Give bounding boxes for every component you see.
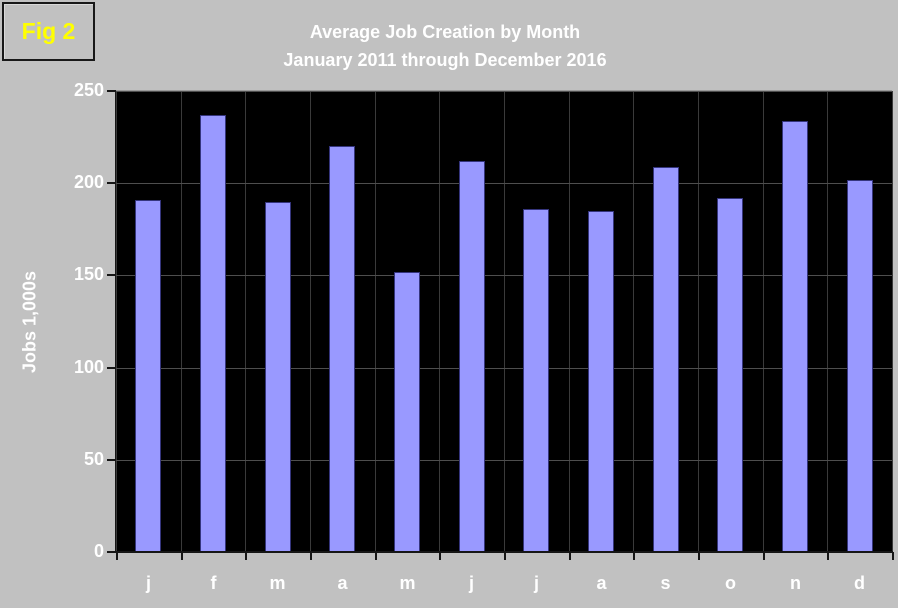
- vertical-gridline: [439, 91, 440, 552]
- y-tick-label: 250: [73, 80, 104, 100]
- x-tick-mark: [245, 552, 247, 560]
- fig-label: Fig 2: [21, 18, 76, 44]
- bar-n-11: [782, 121, 808, 552]
- y-axis-line: [115, 90, 116, 552]
- x-tick-mark: [892, 552, 894, 560]
- horizontal-gridline: [116, 91, 892, 92]
- y-tick-mark: [107, 182, 115, 184]
- vertical-gridline: [827, 91, 828, 552]
- x-tick-mark: [633, 552, 635, 560]
- vertical-gridline: [181, 91, 182, 552]
- x-tick-mark: [375, 552, 377, 560]
- x-tick-label: a: [337, 573, 348, 593]
- x-tick-mark: [181, 552, 183, 560]
- y-tick-mark: [107, 459, 115, 461]
- vertical-gridline: [633, 91, 634, 552]
- chart-title-block: Average Job Creation by Month January 20…: [105, 18, 785, 74]
- y-tick-label: 100: [73, 357, 104, 377]
- x-tick-label: j: [533, 573, 539, 593]
- y-axis-title: Jobs 1,000s: [19, 270, 40, 374]
- plot-area: [116, 90, 893, 552]
- x-tick-mark: [504, 552, 506, 560]
- y-tick-mark: [107, 551, 115, 553]
- x-tick-mark: [116, 552, 118, 560]
- x-tick-label: j: [468, 573, 474, 593]
- y-tick-label: 200: [73, 172, 104, 192]
- y-tick-mark: [107, 90, 115, 92]
- vertical-gridline: [245, 91, 246, 552]
- bar-d-12: [847, 180, 873, 552]
- x-tick-label: a: [596, 573, 607, 593]
- x-tick-label: o: [725, 573, 736, 593]
- bar-j-6: [459, 161, 485, 552]
- chart-title: Average Job Creation by Month: [309, 22, 581, 42]
- x-tick-label: m: [399, 573, 416, 593]
- bar-a-8: [588, 211, 614, 552]
- bar-m-3: [265, 202, 291, 552]
- y-tick-label: 50: [83, 449, 104, 469]
- x-tick-label: s: [660, 573, 671, 593]
- vertical-gridline: [698, 91, 699, 552]
- x-tick-mark: [310, 552, 312, 560]
- y-tick-label: 150: [73, 264, 104, 284]
- vertical-gridline: [375, 91, 376, 552]
- x-tick-mark: [439, 552, 441, 560]
- bar-f-2: [200, 115, 226, 552]
- fig-label-box: Fig 2: [2, 2, 95, 61]
- chart-subtitle: January 2011 through December 2016: [283, 50, 607, 70]
- horizontal-gridline: [116, 460, 892, 461]
- horizontal-gridline: [116, 368, 892, 369]
- x-tick-mark: [763, 552, 765, 560]
- y-tick-mark: [107, 274, 115, 276]
- x-tick-mark: [569, 552, 571, 560]
- bar-j-1: [135, 200, 161, 552]
- bar-j-7: [523, 209, 549, 552]
- x-tick-label: d: [854, 573, 865, 593]
- x-tick-label: j: [145, 573, 151, 593]
- x-tick-label: f: [210, 573, 217, 593]
- bar-s-9: [653, 167, 679, 552]
- horizontal-gridline: [116, 275, 892, 276]
- vertical-gridline: [892, 91, 893, 552]
- x-axis-line: [107, 551, 893, 553]
- bar-o-10: [717, 198, 743, 552]
- y-tick-mark: [107, 367, 115, 369]
- vertical-gridline: [504, 91, 505, 552]
- vertical-gridline: [763, 91, 764, 552]
- vertical-gridline: [310, 91, 311, 552]
- x-tick-label: n: [790, 573, 801, 593]
- vertical-gridline: [569, 91, 570, 552]
- horizontal-gridline: [116, 183, 892, 184]
- x-tick-label: m: [269, 573, 286, 593]
- y-tick-label: 0: [93, 541, 104, 561]
- bar-a-4: [329, 146, 355, 552]
- bar-m-5: [394, 272, 420, 552]
- vertical-gridline: [116, 91, 117, 552]
- x-tick-mark: [698, 552, 700, 560]
- x-tick-mark: [827, 552, 829, 560]
